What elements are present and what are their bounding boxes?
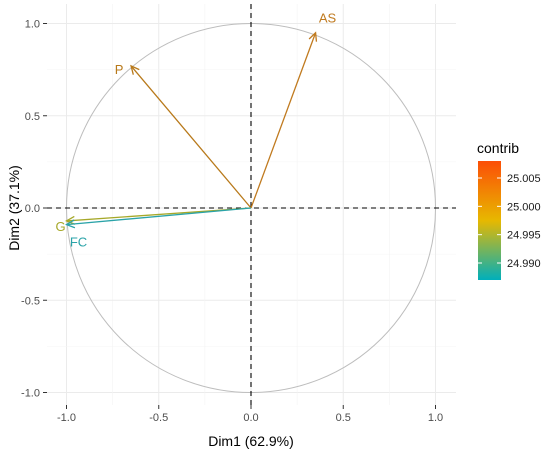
variable-arrows: AS P G FC	[55, 11, 336, 250]
arrow-as	[250, 32, 317, 209]
x-tick-label: 1.0	[428, 412, 443, 424]
legend-tick-label: 24.990	[507, 258, 541, 270]
y-tick-label: 0.5	[25, 111, 40, 123]
y-tick-label: -1.0	[21, 388, 40, 400]
variable-label-fc: FC	[70, 235, 87, 250]
arrow-fc	[66, 207, 252, 226]
x-axis-title: Dim1 (62.9%)	[208, 433, 294, 449]
x-tick-label: 0.0	[243, 412, 258, 424]
contrib-legend: contrib 25.005 25.000 24.995 24.990	[477, 140, 541, 280]
arrowhead-as	[308, 31, 318, 42]
arrow-p	[130, 65, 252, 209]
legend-ticks: 25.005 25.000 24.995 24.990	[478, 173, 541, 270]
y-tick-label: 0.0	[25, 203, 40, 215]
legend-tick-label: 25.005	[507, 173, 541, 185]
legend-colorbar	[478, 161, 501, 280]
x-axis-ticks: -1.0 -0.5 0.0 0.5 1.0	[57, 405, 443, 424]
x-tick-label: -1.0	[57, 412, 76, 424]
variable-label-g: G	[55, 219, 65, 234]
arrowhead-g	[65, 215, 76, 225]
variable-label-as: AS	[319, 11, 337, 26]
legend-tick-label: 25.000	[507, 201, 541, 213]
arrowhead-p	[130, 64, 140, 75]
y-tick-label: 1.0	[25, 19, 40, 31]
y-tick-label: -0.5	[21, 295, 40, 307]
arrowhead-fc	[65, 219, 76, 229]
variable-label-p: P	[115, 62, 124, 77]
x-tick-label: -0.5	[149, 412, 168, 424]
legend-tick-label: 24.995	[507, 230, 541, 242]
x-tick-label: 0.5	[336, 412, 351, 424]
y-axis-title: Dim2 (37.1%)	[6, 165, 22, 251]
legend-title: contrib	[477, 140, 519, 156]
y-axis-ticks: -1.0 -0.5 0.0 0.5 1.0	[21, 19, 47, 400]
